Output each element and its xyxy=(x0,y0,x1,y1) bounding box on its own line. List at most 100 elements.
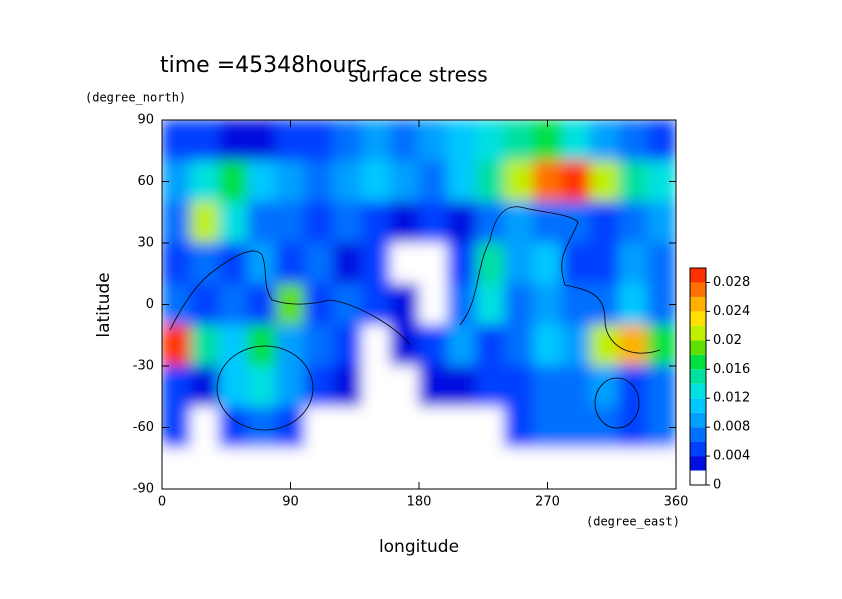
cell xyxy=(475,406,506,449)
cell xyxy=(504,447,534,489)
cell xyxy=(389,283,420,326)
cell xyxy=(389,242,420,285)
cell xyxy=(589,324,620,367)
cell xyxy=(190,160,220,203)
colorbar-box xyxy=(690,354,706,370)
colorbar-box xyxy=(690,325,706,341)
cell xyxy=(275,406,306,449)
cell xyxy=(589,120,620,162)
cell xyxy=(247,160,277,203)
contour-field xyxy=(162,120,676,489)
cell xyxy=(190,201,220,244)
cell xyxy=(561,160,591,203)
y-tick-label: -90 xyxy=(133,482,154,497)
cell xyxy=(589,365,620,408)
cell xyxy=(418,406,449,449)
cell xyxy=(190,324,220,367)
cell xyxy=(389,324,420,367)
colorbar-tick-label: 0 xyxy=(713,478,721,493)
cell xyxy=(304,242,334,285)
cell xyxy=(275,242,306,285)
cell xyxy=(162,242,192,285)
cell xyxy=(332,406,363,449)
y-axis-label: latitude xyxy=(94,272,114,337)
cell xyxy=(418,120,449,162)
cell xyxy=(304,201,334,244)
cell xyxy=(162,365,192,408)
cell xyxy=(447,201,477,244)
colorbar-box xyxy=(690,398,706,413)
y-tick-label: -60 xyxy=(133,420,154,435)
y-tick-label: 60 xyxy=(137,174,154,189)
colorbar-box xyxy=(690,412,706,428)
x-tick-label: 270 xyxy=(535,495,560,510)
y-tick-label: -30 xyxy=(133,359,154,374)
cell xyxy=(304,120,334,162)
cell xyxy=(247,283,277,326)
cell xyxy=(447,365,477,408)
cell xyxy=(418,447,449,489)
cell xyxy=(247,406,277,449)
cell xyxy=(618,447,648,489)
cell xyxy=(532,283,563,326)
cell xyxy=(361,447,391,489)
colorbar-tick-label: 0.012 xyxy=(713,391,750,406)
colorbar-tick-label: 0.02 xyxy=(713,333,742,348)
cell xyxy=(589,242,620,285)
y-tick-label: 30 xyxy=(137,236,154,251)
cell xyxy=(418,160,449,203)
cell xyxy=(447,447,477,489)
cell xyxy=(247,324,277,367)
cell xyxy=(332,365,363,408)
cell xyxy=(218,120,249,162)
cell xyxy=(646,365,676,408)
cell xyxy=(532,365,563,408)
cell xyxy=(361,242,391,285)
colorbar-tick-label: 0.016 xyxy=(713,362,750,377)
x-tick-label: 180 xyxy=(407,495,432,510)
cell xyxy=(646,242,676,285)
cell xyxy=(247,201,277,244)
cell xyxy=(361,365,391,408)
colorbar-tick-label: 0.028 xyxy=(713,275,750,290)
x-unit: (degree_east) xyxy=(586,515,680,529)
cell xyxy=(646,201,676,244)
y-unit: (degree_north) xyxy=(85,91,186,105)
colorbar-box xyxy=(690,456,706,471)
cell xyxy=(504,283,534,326)
coastline xyxy=(459,206,661,354)
colorbar-tick-label: 0.008 xyxy=(713,420,750,435)
cell xyxy=(447,120,477,162)
cell xyxy=(561,447,591,489)
colorbar-box xyxy=(690,340,706,355)
cell xyxy=(418,283,449,326)
cell xyxy=(218,365,249,408)
cell xyxy=(218,406,249,449)
cell xyxy=(447,324,477,367)
cell xyxy=(504,324,534,367)
cell xyxy=(447,283,477,326)
colorbar-box xyxy=(690,427,706,442)
cell xyxy=(646,120,676,162)
cell xyxy=(162,120,192,162)
cell xyxy=(247,365,277,408)
cell xyxy=(475,242,506,285)
cell xyxy=(589,447,620,489)
cell xyxy=(532,324,563,367)
cell xyxy=(190,242,220,285)
cell xyxy=(275,365,306,408)
y-tick-label: 90 xyxy=(137,113,154,128)
cell xyxy=(475,120,506,162)
x-tick-label: 360 xyxy=(664,495,689,510)
cell xyxy=(561,365,591,408)
cell xyxy=(361,201,391,244)
cell xyxy=(475,160,506,203)
coastlines xyxy=(169,206,661,431)
cell xyxy=(275,201,306,244)
cell xyxy=(162,447,192,489)
cell xyxy=(475,365,506,408)
cell xyxy=(304,160,334,203)
cell xyxy=(304,365,334,408)
cell xyxy=(561,120,591,162)
cell xyxy=(532,406,563,449)
